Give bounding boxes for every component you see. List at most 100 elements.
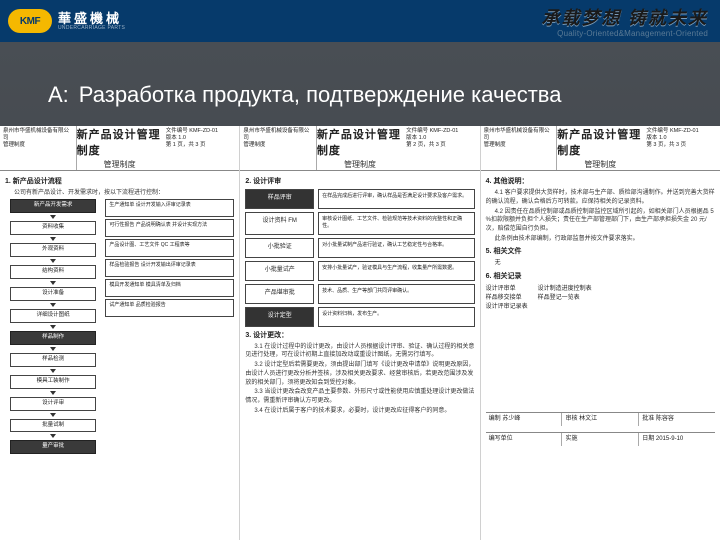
- doc-head-center: 新产品设计管理制度 管理制度: [317, 126, 403, 170]
- sign-compile: 编制 苏少峰: [486, 413, 563, 426]
- flow-node: 样品检测: [10, 353, 97, 367]
- record-item: 样品移交接单: [486, 294, 528, 303]
- dept: 管理制度: [243, 142, 313, 149]
- doc-title: 新产品设计管理制度: [557, 126, 643, 158]
- para: 4.2 因责任在品质控制部或品质控制部监控区域所引起的，如相关部门人员根据品 5…: [486, 208, 715, 234]
- ver: 1.0: [659, 135, 667, 141]
- company: 泉州市华盛机械设备有限公司: [484, 128, 554, 142]
- flow-note-box: 产品设计图、工艺文件 QC 工程表等: [105, 239, 234, 257]
- doc-head-right: 文件编号 KMF-ZD-01 版本 1.0 第 3 页，共 3 页: [643, 126, 720, 170]
- review-desc: 在样品完成后进行评审，确认样品是否满足设计要求及客户需求。: [318, 189, 475, 209]
- arrow-down-icon: [50, 259, 56, 263]
- code-label: 文件编号: [166, 128, 188, 134]
- flow-note-box: 模具开发通知单 模具清单及归档: [105, 279, 234, 297]
- doc-head-right: 文件编号 KMF-ZD-01 版本 1.0 第 1 页，共 3 页: [163, 126, 240, 170]
- signature-row2: 编写单位 实施 日期 2015-9-10: [486, 432, 715, 446]
- sign-date: 日期 2015-9-10: [639, 433, 715, 446]
- arrow-down-icon: [50, 369, 56, 373]
- ver: 1.0: [419, 135, 427, 141]
- flow-note-box: 生产通知单 设计开发输入评审记录表: [105, 199, 234, 217]
- logo-badge: KMF: [8, 9, 52, 33]
- flow-node: 量产审批: [10, 440, 97, 454]
- arrow-down-icon: [50, 347, 56, 351]
- code-label: 文件编号: [646, 128, 668, 134]
- para: 此条例由技术部编制，行政部监督并按文件要求落实。: [486, 235, 715, 244]
- doc-body: 4. 其他说明： 4.1 客户要求提供大货样时，技术部与生产部、质检部沟通制作。…: [481, 171, 720, 540]
- flow-node: 新产品开发需求: [10, 199, 97, 213]
- arrow-down-icon: [50, 215, 56, 219]
- section-title: A: Разработка продукта, подтверждение ка…: [48, 82, 561, 108]
- flow-node: 设计评审: [10, 397, 97, 411]
- logo-en: UNDERCARRIAGE PARTS: [58, 26, 125, 31]
- doc-head-center: 新产品设计管理制度 管理制度: [77, 126, 163, 170]
- para: 3.3 当设计更改会改变产品主要参数、外形尺寸或性能使用应慎重处理设计更改做法情…: [245, 388, 474, 405]
- flow-node: 外观资料: [10, 243, 97, 257]
- flow-wrap: 新产品开发需求资料收集外观资料结构资料设计准备详细设计图纸样品制作样品检测模具工…: [5, 199, 234, 455]
- company: 泉州市华盛机械设备有限公司: [3, 128, 73, 142]
- other-paras: 4.1 客户要求提供大货样时，技术部与生产部、质检部沟通制作。并送到完善大货样的…: [486, 189, 715, 243]
- sign-approve: 批准 陈容容: [639, 413, 715, 426]
- sign-unit: 编写单位: [486, 433, 563, 446]
- change-paras: 3.1 在设计过程中的设计更改，由设计人员根据设计评审、验证、确认过程的相关意见…: [245, 343, 474, 416]
- doc-head: 泉州市华盛机械设备有限公司 管理制度 新产品设计管理制度 管理制度 文件编号 K…: [481, 126, 720, 171]
- doc-page-1: 泉州市华盛机械设备有限公司 管理制度 新产品设计管理制度 管理制度 文件编号 K…: [0, 126, 240, 540]
- banner-right: 承载梦想 铸就未来 Quality-Oriented&Management-Or…: [542, 4, 720, 38]
- flow-notes: 生产通知单 设计开发输入评审记录表可行性报告 产品说明确认表 并设计实现方法产品…: [105, 199, 234, 455]
- arrow-down-icon: [50, 237, 56, 241]
- review-row: 产品堪审批技术、品质、生产等部门共同评审确认。: [245, 284, 474, 304]
- dept: 管理制度: [3, 142, 73, 149]
- flow-node: 模具工装制作: [10, 375, 97, 389]
- review-label: 产品堪审批: [245, 284, 314, 304]
- doc-head-right: 文件编号 KMF-ZD-01 版本 1.0 第 2 页，共 3 页: [403, 126, 480, 170]
- sec2-note: 无: [486, 259, 715, 268]
- flowchart: 新产品开发需求资料收集外观资料结构资料设计准备详细设计图纸样品制作样品检测模具工…: [5, 199, 101, 455]
- logo-text: 華盛機械 UNDERCARRIAGE PARTS: [58, 12, 125, 31]
- signature-row: 编制 苏少峰 审核 林文江 批准 陈容容: [486, 412, 715, 426]
- review-row: 小批验证对小批量试制产品进行验证，确认工艺稳定性与合格率。: [245, 238, 474, 258]
- sec-heading: 6. 相关记录: [486, 272, 715, 282]
- review-desc: 审核设计图纸、工艺文件、检验规范等技术资料的完整性和正确性。: [318, 212, 475, 235]
- doc-head-left: 泉州市华盛机械设备有限公司 管理制度: [0, 126, 77, 170]
- page: 第 2 页，共 3 页: [406, 142, 477, 149]
- doc-body: 2. 设计评审 样品评审在样品完成后进行评审，确认样品是否满足设计要求及客户需求…: [240, 171, 479, 540]
- review-label: 样品评审: [245, 189, 314, 209]
- flow-note-box: 试产通知单 品质检验报告: [105, 299, 234, 317]
- sec-heading: 1. 新产品设计流程: [5, 177, 234, 187]
- doc-subtitle: 管理制度: [344, 159, 376, 170]
- doc-title: 新产品设计管理制度: [317, 126, 403, 158]
- code-label: 文件编号: [406, 128, 428, 134]
- arrow-down-icon: [50, 413, 56, 417]
- para: 3.2 设计定型后若需要更改，须由提出部门填写《设计更改申请单》说明更改原因，由…: [245, 361, 474, 387]
- review-label: 小批验证: [245, 238, 314, 258]
- records-right: 设计制造进度控制表样品登记一览表: [538, 285, 592, 312]
- review-desc: 对小批量试制产品进行验证，确认工艺稳定性与合格率。: [318, 238, 475, 258]
- company: 泉州市华盛机械设备有限公司: [243, 128, 313, 142]
- code: KMF-ZD-01: [670, 128, 699, 134]
- ver-label: 版本: [406, 135, 417, 141]
- flow-node: 资料收集: [10, 221, 97, 235]
- doc-subtitle: 管理制度: [584, 159, 616, 170]
- review-rows: 样品评审在样品完成后进行评审，确认样品是否满足设计要求及客户需求。设计资料 FM…: [245, 189, 474, 327]
- review-desc: 安排小批量试产，验证模具与生产流程，收集量产所需数据。: [318, 261, 475, 281]
- doc-page-3: 泉州市华盛机械设备有限公司 管理制度 新产品设计管理制度 管理制度 文件编号 K…: [481, 126, 720, 540]
- doc-body: 1. 新产品设计流程 公司有新产品设计、开发需求时，按以下流程进行控制： 新产品…: [0, 171, 239, 540]
- ver-label: 版本: [166, 135, 177, 141]
- doc-head: 泉州市华盛机械设备有限公司 管理制度 新产品设计管理制度 管理制度 文件编号 K…: [0, 126, 239, 171]
- flow-node: 设计准备: [10, 287, 97, 301]
- sign-review: 审核 林文江: [562, 413, 639, 426]
- doc-title: 新产品设计管理制度: [77, 126, 163, 158]
- para: 4.1 客户要求提供大货样时，技术部与生产部、质检部沟通制作。并送到完善大货样的…: [486, 189, 715, 206]
- ver-label: 版本: [646, 135, 657, 141]
- sec-heading: 2. 设计评审: [245, 177, 474, 187]
- code: KMF-ZD-01: [430, 128, 459, 134]
- arrow-down-icon: [50, 281, 56, 285]
- doc-head-left: 泉州市华盛机械设备有限公司 管理制度: [240, 126, 317, 170]
- review-desc: 技术、品质、生产等部门共同评审确认。: [318, 284, 475, 304]
- review-row: 小批量试产安排小批量试产，验证模具与生产流程，收集量产所需数据。: [245, 261, 474, 281]
- flow-node: 结构资料: [10, 265, 97, 279]
- record-item: 设计制造进度控制表: [538, 285, 592, 294]
- flow-node: 详细设计图纸: [10, 309, 97, 323]
- doc-head-left: 泉州市华盛机械设备有限公司 管理制度: [481, 126, 558, 170]
- slogan-cn: 承载梦想 铸就未来: [542, 4, 709, 30]
- record-item: 样品登记一览表: [538, 294, 592, 303]
